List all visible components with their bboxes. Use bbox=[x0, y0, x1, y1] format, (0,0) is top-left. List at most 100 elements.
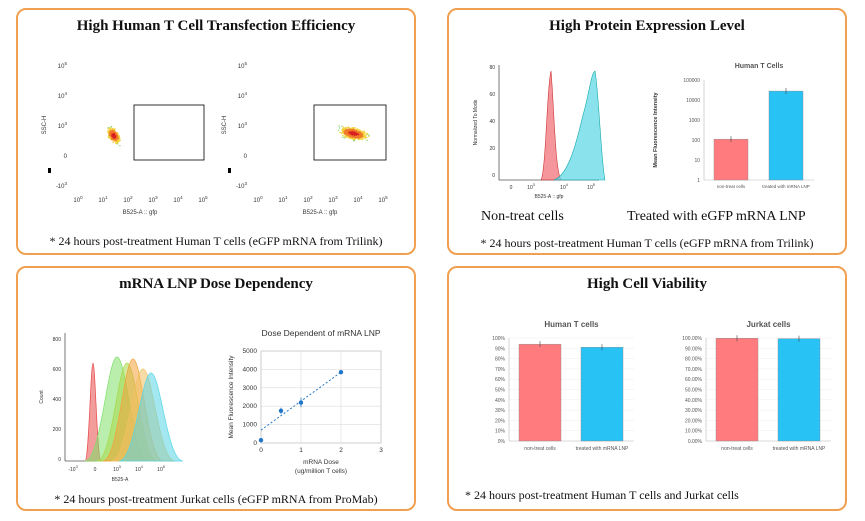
event-dot bbox=[111, 131, 113, 133]
x-tick-label: 3 bbox=[379, 447, 383, 454]
event-dot bbox=[343, 133, 346, 135]
event-dot bbox=[112, 141, 114, 143]
y-tick-label: 3000 bbox=[243, 385, 258, 392]
event-dot bbox=[112, 132, 114, 134]
event-dot bbox=[113, 138, 115, 140]
y-tick-label: 103 bbox=[238, 121, 248, 130]
event-dot bbox=[355, 136, 357, 138]
event-dot bbox=[107, 127, 109, 129]
chart-title: Dose Dependent of mRNA LNP bbox=[261, 328, 380, 338]
event-dot bbox=[108, 133, 110, 135]
panel-note: * 24 hours post-treatment Human T cells … bbox=[465, 488, 739, 502]
event-dot bbox=[111, 138, 113, 140]
event-dot bbox=[113, 131, 115, 133]
event-dot bbox=[359, 135, 361, 137]
event-dot bbox=[361, 132, 363, 134]
event-dot bbox=[361, 136, 363, 138]
event-dot bbox=[117, 133, 119, 135]
bar-0 bbox=[518, 343, 562, 442]
event-dot bbox=[348, 136, 350, 138]
event-dot bbox=[346, 131, 348, 133]
event-dot bbox=[347, 132, 349, 134]
event-dot bbox=[358, 135, 361, 137]
y-tick-label: 0 bbox=[64, 154, 68, 160]
y-axis-label: Mean Fluorescence Intensity bbox=[653, 91, 659, 167]
y-tick-label: 30.00% bbox=[685, 408, 703, 414]
event-dot bbox=[338, 125, 340, 127]
event-dot bbox=[114, 128, 116, 130]
event-dot bbox=[115, 135, 117, 137]
event-dot bbox=[116, 132, 118, 134]
event-dot bbox=[107, 136, 109, 138]
event-dot bbox=[355, 134, 357, 136]
histogram-non-treat bbox=[540, 70, 562, 181]
event-dot bbox=[110, 126, 113, 128]
event-dot bbox=[342, 132, 345, 134]
event-dot bbox=[112, 127, 114, 129]
event-dot bbox=[365, 136, 367, 139]
event-dot bbox=[118, 139, 120, 141]
event-dot bbox=[108, 129, 110, 131]
x-tick-label: 2 bbox=[339, 447, 343, 454]
y-tick-label: 4000 bbox=[243, 366, 258, 373]
event-dot bbox=[354, 139, 356, 141]
event-dot bbox=[346, 127, 348, 129]
y-axis-label: Normalized To Mode bbox=[473, 99, 479, 145]
panel-note: * 24 hours post-treatment Human T cells … bbox=[480, 236, 814, 250]
event-dot bbox=[366, 132, 368, 134]
event-dot bbox=[341, 125, 343, 127]
chart-title: Human T Cells bbox=[735, 63, 784, 70]
event-dot bbox=[348, 128, 351, 130]
event-dot bbox=[115, 142, 117, 144]
event-dot bbox=[358, 132, 360, 134]
event-dot bbox=[364, 134, 367, 136]
panel-transfection-efficiency: High Human T Cell Transfection Efficienc… bbox=[16, 8, 416, 255]
event-dot bbox=[111, 134, 113, 136]
y-tick-label: 80% bbox=[495, 357, 506, 363]
event-dot bbox=[118, 136, 120, 138]
x-tick-label: 101 bbox=[98, 195, 108, 204]
y-tick-label: 400 bbox=[53, 397, 62, 403]
event-dot bbox=[112, 128, 114, 130]
event-dot bbox=[342, 131, 344, 133]
gate-rect bbox=[133, 104, 205, 161]
event-dot bbox=[349, 128, 351, 130]
event-dot bbox=[349, 138, 351, 140]
event-dot bbox=[353, 129, 356, 131]
panel-note: * 24 hours post-treatment Jurkat cells (… bbox=[54, 492, 378, 506]
event-dot bbox=[341, 130, 343, 132]
y-tick-label: 20% bbox=[495, 418, 506, 424]
panel-title: High Cell Viability bbox=[586, 276, 707, 292]
event-dot bbox=[359, 134, 361, 137]
event-dot bbox=[356, 129, 358, 131]
event-dot bbox=[345, 130, 347, 132]
event-dot bbox=[343, 129, 345, 131]
x-tick-label: 104 bbox=[135, 465, 143, 473]
category-label: treated with mRNA LNP bbox=[576, 446, 629, 452]
x-tick-label: 104 bbox=[173, 195, 183, 204]
viability-chart-jurkat: Jurkat cells 100.00% 90.00% 80.00% 70.00% 60.… bbox=[682, 320, 831, 452]
event-dot bbox=[110, 127, 112, 129]
category-label: treated with mRNA LNP bbox=[762, 184, 810, 189]
bar-1 bbox=[580, 347, 624, 442]
event-dot bbox=[362, 135, 364, 137]
event-dot bbox=[346, 132, 348, 134]
event-dot bbox=[354, 130, 356, 132]
event-dot bbox=[352, 135, 354, 137]
x-tick-label: 101 bbox=[278, 195, 288, 204]
event-dot bbox=[358, 129, 360, 131]
event-dot bbox=[114, 134, 116, 136]
event-dot bbox=[346, 134, 348, 136]
event-dot bbox=[357, 132, 359, 134]
event-dot bbox=[114, 132, 116, 135]
event-dot bbox=[351, 129, 353, 131]
y-tick-label: 80.00% bbox=[685, 357, 703, 363]
event-dot bbox=[355, 133, 357, 135]
event-dot bbox=[345, 129, 347, 131]
event-dot bbox=[117, 143, 119, 145]
category-label: non-treat cells bbox=[717, 184, 746, 189]
event-dot bbox=[111, 129, 113, 131]
event-dot bbox=[109, 128, 111, 130]
event-dot bbox=[112, 137, 114, 139]
event-dot bbox=[345, 133, 347, 135]
